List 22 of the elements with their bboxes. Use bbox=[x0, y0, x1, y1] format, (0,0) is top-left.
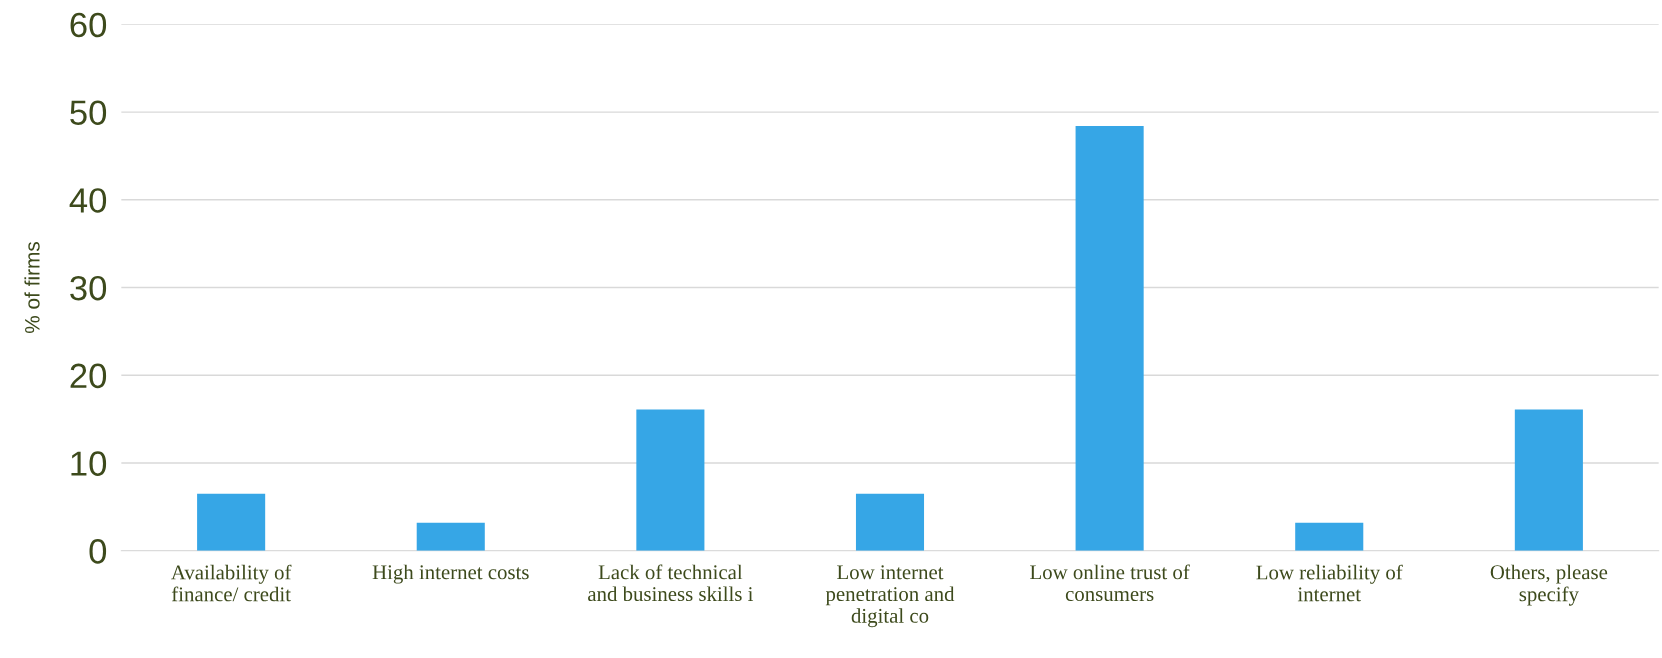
x-tick-label: Availability of finance/ credit bbox=[171, 564, 292, 602]
y-tick-label: 60 bbox=[70, 12, 107, 38]
y-tick-label: 50 bbox=[70, 100, 107, 125]
y-tick-label: 20 bbox=[70, 363, 107, 389]
x-tick-label: Others, please specify bbox=[1490, 564, 1608, 606]
bar bbox=[416, 522, 485, 551]
y-tick-label: 30 bbox=[70, 275, 107, 301]
x-tick-label: High internet costs bbox=[372, 564, 529, 584]
x-tick-label: Low online trust of consumers bbox=[1030, 564, 1190, 602]
bar bbox=[855, 493, 925, 551]
bar bbox=[1075, 126, 1144, 551]
x-tick-label: Low internet penetration and digital co bbox=[825, 565, 955, 628]
bar bbox=[636, 409, 705, 551]
bar bbox=[197, 493, 266, 551]
y-tick-label: 10 bbox=[71, 451, 107, 476]
bar bbox=[1514, 409, 1583, 551]
bar bbox=[1295, 522, 1364, 551]
y-tick-label: 40 bbox=[69, 188, 107, 213]
x-tick-label: Low reliability of internet bbox=[1256, 564, 1403, 602]
x-tick-label: Lack of technical and business skills i bbox=[588, 564, 754, 602]
y-tick-label: 0 bbox=[89, 539, 107, 564]
y-axis-title: % of firms bbox=[24, 242, 40, 334]
